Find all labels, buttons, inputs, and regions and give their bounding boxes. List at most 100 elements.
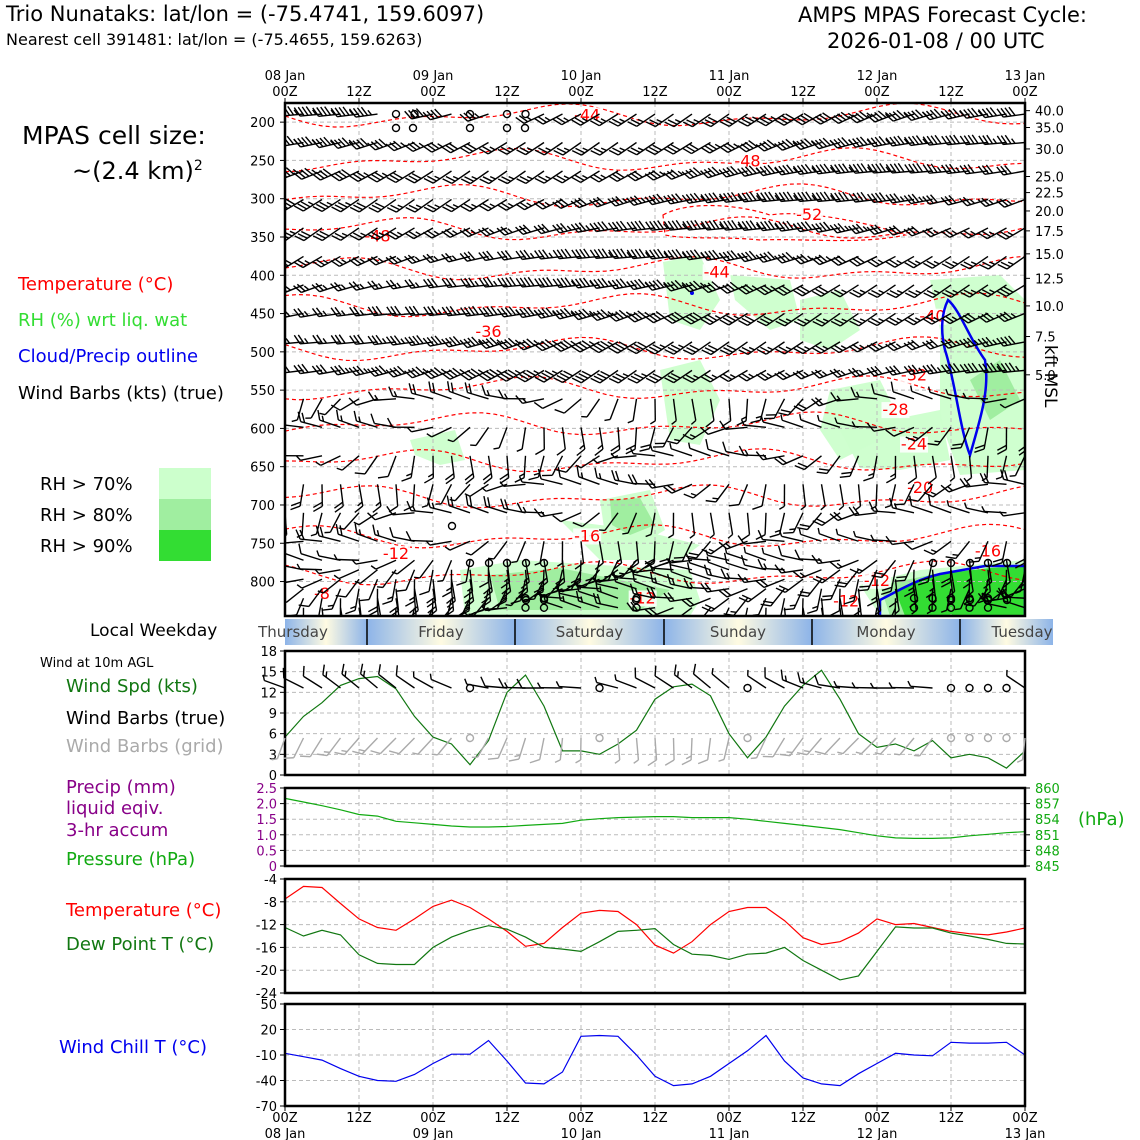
barb-flag — [815, 115, 825, 123]
barb-flag — [301, 412, 306, 423]
barb-flag — [800, 590, 811, 595]
barb-flag — [964, 603, 975, 607]
barb-flag — [782, 165, 790, 174]
wind-barb — [460, 198, 489, 212]
barb-flag — [689, 168, 698, 177]
barb-flag — [981, 108, 990, 118]
barb-staff — [842, 737, 859, 755]
wind-barb — [441, 335, 471, 348]
wind-barb-true — [464, 678, 489, 689]
barb-flag — [352, 232, 363, 239]
barb-flag — [471, 756, 478, 758]
wind-barb — [394, 598, 401, 616]
barb-flag — [666, 282, 676, 291]
wind-barb — [885, 162, 915, 174]
barb-flag — [514, 339, 521, 345]
wind-barb — [451, 607, 471, 616]
barb-flag — [785, 138, 795, 147]
barb-flag — [433, 230, 440, 235]
barb-flag — [647, 759, 657, 767]
barb-flag — [797, 192, 805, 202]
barb-flag — [874, 224, 883, 233]
barb-staff — [820, 484, 826, 507]
barb-flag — [640, 197, 646, 203]
wind-barb — [589, 309, 619, 322]
wind-barb — [959, 164, 989, 175]
wind-barb — [645, 113, 674, 128]
wind-barb — [370, 559, 397, 570]
barb-flag — [334, 258, 344, 266]
weekday-label: Local Weekday — [90, 621, 218, 641]
barb-flag — [860, 163, 868, 173]
barb-flag — [446, 495, 450, 506]
wind-barb-true — [536, 682, 563, 689]
barb-staff — [395, 674, 415, 689]
barb-flag — [915, 317, 921, 322]
barb-staff — [560, 512, 582, 523]
wind-barb — [886, 312, 915, 326]
barb-staff — [911, 390, 933, 400]
barb-flag — [833, 289, 844, 296]
wind-barb — [709, 512, 715, 539]
barb-flag — [393, 172, 403, 179]
barb-flag — [960, 291, 971, 298]
barb-flag — [389, 174, 400, 181]
wind-barb-grid — [300, 737, 323, 758]
barb-flag — [719, 223, 724, 229]
barb-flag — [663, 148, 674, 155]
barb-flag — [778, 221, 786, 231]
barb-flag — [704, 144, 714, 152]
barb-flag — [353, 204, 363, 211]
wind-barb — [285, 341, 286, 345]
barb-flag — [629, 196, 639, 205]
kft-tick-label: 17.5 — [1035, 225, 1064, 240]
wind-barb — [811, 284, 841, 297]
temperature-label-bg — [795, 206, 824, 223]
barb-flag — [633, 373, 644, 380]
barb-flag — [516, 178, 527, 185]
barb-flag — [615, 278, 624, 288]
barb-flag — [786, 751, 793, 754]
wind-barb — [700, 582, 730, 593]
barb-flag — [572, 521, 583, 528]
barb-flag — [815, 318, 826, 325]
barb-flag — [422, 111, 431, 121]
barb-flag — [850, 386, 856, 397]
barb-staff — [688, 557, 711, 561]
barb-flag — [959, 109, 967, 119]
barb-flag — [416, 335, 424, 344]
barb-flag — [706, 556, 710, 563]
wind-barb — [436, 607, 453, 616]
barb-flag — [542, 277, 550, 287]
barb-flag — [396, 257, 402, 262]
barb-flag — [774, 372, 784, 381]
wind-barb — [533, 508, 563, 518]
barb-flag — [296, 283, 306, 292]
barb-flag — [867, 164, 875, 174]
barb-flag — [356, 107, 365, 117]
wind-barb — [918, 560, 934, 586]
temperature-label-bg — [474, 323, 503, 340]
barb-flag — [431, 502, 435, 509]
barb-flag — [737, 573, 745, 583]
barb-flag — [708, 250, 716, 260]
barb-flag — [996, 200, 1005, 208]
wind-barb — [442, 569, 453, 598]
barb-flag — [796, 255, 805, 263]
barb-flag — [377, 475, 389, 479]
barb-flag — [923, 491, 934, 498]
wind-barb — [890, 381, 915, 400]
barb-flag — [304, 136, 313, 145]
wind-barb — [395, 569, 416, 592]
temperature-label: -36 — [475, 322, 501, 341]
barb-flag — [775, 320, 786, 327]
weekday-label: Saturday — [556, 623, 624, 641]
rh70-region — [840, 410, 950, 470]
barb-flag — [670, 144, 681, 151]
barb-flag — [589, 223, 597, 232]
barb-flag — [778, 346, 789, 353]
barb-flag — [596, 342, 607, 350]
wind-barb — [978, 134, 1007, 146]
barb-staff — [824, 737, 841, 755]
barb-flag — [489, 368, 499, 376]
